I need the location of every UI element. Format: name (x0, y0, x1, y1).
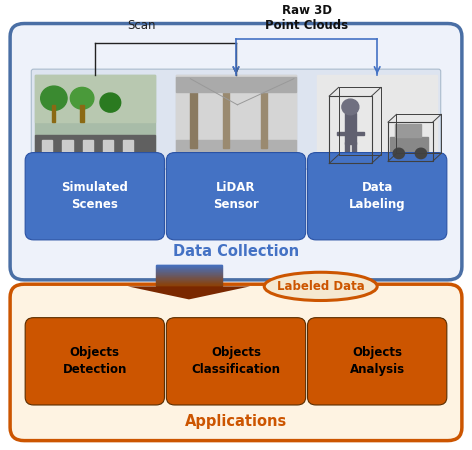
FancyBboxPatch shape (10, 23, 462, 280)
Text: Applications: Applications (185, 414, 287, 428)
Bar (156, 277, 222, 278)
Bar (123, 140, 134, 163)
Circle shape (100, 93, 121, 112)
Bar (156, 272, 222, 273)
Bar (156, 278, 222, 279)
Bar (156, 281, 222, 282)
Bar (356, 132, 364, 135)
Bar (62, 140, 73, 163)
Bar (156, 275, 222, 276)
FancyBboxPatch shape (31, 69, 441, 169)
Circle shape (41, 86, 67, 110)
Bar (103, 140, 113, 163)
Bar (176, 75, 296, 140)
Text: LiDAR
Sensor: LiDAR Sensor (213, 181, 259, 211)
Bar (156, 282, 222, 283)
Text: Objects
Detection: Objects Detection (63, 346, 127, 376)
Bar (176, 75, 296, 166)
FancyBboxPatch shape (308, 318, 447, 405)
Bar (190, 79, 197, 148)
Text: Objects
Analysis: Objects Analysis (350, 346, 405, 376)
Bar (395, 124, 421, 137)
Bar (42, 140, 52, 163)
Text: Data
Labeling: Data Labeling (349, 181, 405, 211)
Bar (156, 283, 222, 284)
Bar (176, 76, 296, 92)
Text: Simulated
Scenes: Simulated Scenes (61, 181, 128, 211)
Circle shape (70, 87, 94, 109)
Circle shape (415, 148, 427, 159)
Text: Objects
Classification: Objects Classification (192, 346, 280, 376)
Bar (156, 274, 222, 275)
Bar (156, 273, 222, 274)
Bar (35, 75, 155, 166)
Bar (83, 140, 93, 163)
Circle shape (342, 99, 359, 115)
Bar (156, 267, 222, 268)
Polygon shape (128, 286, 250, 299)
Ellipse shape (264, 272, 377, 301)
Bar (317, 75, 437, 166)
Bar (51, 105, 55, 122)
Bar (337, 132, 346, 135)
Bar (156, 270, 222, 271)
Bar (176, 140, 296, 166)
FancyBboxPatch shape (25, 153, 164, 240)
Bar (156, 271, 222, 272)
Bar (223, 79, 229, 148)
Bar (156, 279, 222, 280)
Bar (80, 105, 84, 122)
Bar (156, 268, 222, 269)
Text: Data Collection: Data Collection (173, 244, 299, 259)
FancyBboxPatch shape (10, 284, 462, 441)
Bar (345, 142, 349, 161)
FancyBboxPatch shape (308, 153, 447, 240)
Circle shape (393, 148, 405, 159)
Bar (35, 75, 155, 122)
Bar (35, 135, 155, 166)
FancyBboxPatch shape (166, 153, 306, 240)
Bar (156, 284, 222, 285)
Bar (156, 266, 222, 267)
FancyBboxPatch shape (25, 318, 164, 405)
Bar (156, 280, 222, 281)
Bar (156, 276, 222, 277)
Bar (156, 269, 222, 270)
Text: Scan: Scan (127, 19, 156, 32)
Bar (261, 92, 267, 148)
Bar (390, 137, 428, 153)
Bar (156, 285, 222, 286)
Bar (352, 142, 356, 161)
Bar (345, 113, 356, 144)
Text: Raw 3D
Point Clouds: Raw 3D Point Clouds (265, 4, 348, 32)
FancyBboxPatch shape (166, 318, 306, 405)
Text: Labeled Data: Labeled Data (277, 280, 364, 293)
